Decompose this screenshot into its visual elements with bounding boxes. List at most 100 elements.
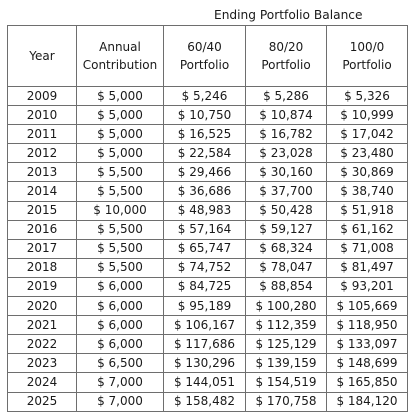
portfolio-80-20-cell: $ 125,129 [245,334,327,355]
portfolio-80-20-cell: $ 88,854 [245,276,327,298]
year-cell: 2024 [7,372,77,393]
year-cell: 2010 [7,105,77,126]
year-cell: 2023 [7,353,77,374]
year-cell: 2012 [7,143,77,164]
portfolio-80-20-cell: $ 78,047 [245,257,327,278]
annual-contribution-cell: $ 5,500 [76,219,164,240]
annual-contribution-cell: $ 6,500 [76,353,164,374]
annual-contribution-cell: $ 6,000 [76,334,164,355]
table-row: 2012 $ 5,000 $ 22,584 $ 23,028 $ 23,480 [7,143,408,164]
year-cell: 2016 [7,219,77,240]
portfolio-100-0-cell: $ 5,326 [326,85,408,107]
portfolio-80-20-cell: $ 139,159 [245,353,327,374]
annual-contribution-cell: $ 5,500 [76,257,164,278]
portfolio-60-40-cell: $ 22,584 [163,143,246,164]
portfolio-80-20-header-line-1: 80/20 [268,40,304,54]
table-body: 2009 $ 5,000 $ 5,246 $ 5,286 $ 5,326 2010 $ 5,… [7,85,408,412]
portfolio-60-40-cell: $ 16,525 [163,124,246,145]
year-cell: 2021 [7,315,77,336]
portfolio-80-20-header-line-2: Portfolio [261,58,311,72]
ending-portfolio-balance-title: Ending Portfolio Balance [214,8,363,22]
annual-contribution-cell: $ 5,500 [76,238,164,259]
table-row: 2011 $ 5,000 $ 16,525 $ 16,782 $ 17,042 [7,124,408,145]
year-cell: 2009 [7,85,77,107]
year-cell: 2013 [7,162,77,183]
header-row: Year Annual Contribution 60/40 Portfolio… [7,25,408,87]
year-cell: 2022 [7,334,77,355]
portfolio-100-0-cell: $ 23,480 [326,143,408,164]
portfolio-60-40-cell: $ 130,296 [163,353,246,374]
portfolio-100-0-cell: $ 30,869 [326,162,408,183]
year-header: Year [7,25,77,87]
year-cell: 2011 [7,124,77,145]
annual-contribution-cell: $ 6,000 [76,296,164,317]
portfolio-80-20-cell: $ 59,127 [245,219,327,240]
portfolio-60-40-cell: $ 117,686 [163,334,246,355]
portfolio-60-40-cell: $ 74,752 [163,257,246,278]
portfolio-100-0-cell: $ 10,999 [326,105,408,126]
portfolio-100-0-cell: $ 148,699 [326,353,408,374]
year-cell: 2015 [7,200,77,221]
annual-contribution-cell: $ 7,000 [76,372,164,393]
portfolio-60-40-cell: $ 95,189 [163,296,246,317]
table-row: 2024 $ 7,000 $ 144,051 $ 154,519 $ 165,850 [7,372,408,393]
year-cell: 2019 [7,276,77,298]
annual-contribution-cell: $ 6,000 [76,276,164,298]
annual-contribution-cell: $ 5,000 [76,124,164,145]
portfolio-balance-table: Year Annual Contribution 60/40 Portfolio… [7,25,408,412]
portfolio-60-40-cell: $ 5,246 [163,85,246,107]
annual-contribution-cell: $ 10,000 [76,200,164,221]
portfolio-100-0-cell: $ 184,120 [326,391,408,412]
portfolio-100-0-cell: $ 133,097 [326,334,408,355]
table-row: 2016 $ 5,500 $ 57,164 $ 59,127 $ 61,162 [7,219,408,240]
portfolio-100-0-cell: $ 71,008 [326,238,408,259]
table-row: 2019 $ 6,000 $ 84,725 $ 88,854 $ 93,201 [7,276,408,298]
table-row: 2015 $ 10,000 $ 48,983 $ 50,428 $ 51,918 [7,200,408,221]
year-cell: 2017 [7,238,77,259]
portfolio-80-20-cell: $ 50,428 [245,200,327,221]
portfolio-100-0-cell: $ 165,850 [326,372,408,393]
portfolio-60-40-cell: $ 48,983 [163,200,246,221]
portfolio-60-40-header: 60/40 Portfolio [163,25,246,87]
table-row: 2017 $ 5,500 $ 65,747 $ 68,324 $ 71,008 [7,238,408,259]
table-row: 2025 $ 7,000 $ 158,482 $ 170,758 $ 184,120 [7,391,408,412]
annual-contribution-cell: $ 5,000 [76,143,164,164]
portfolio-80-20-cell: $ 16,782 [245,124,327,145]
portfolio-60-40-cell: $ 36,686 [163,181,246,202]
portfolio-100-0-header-line-1: 100/0 [349,40,385,54]
portfolio-80-20-cell: $ 170,758 [245,391,327,412]
table-row: 2014 $ 5,500 $ 36,686 $ 37,700 $ 38,740 [7,181,408,202]
table-row: 2013 $ 5,500 $ 29,466 $ 30,160 $ 30,869 [7,162,408,183]
portfolio-100-0-cell: $ 17,042 [326,124,408,145]
annual-contribution-header-line-2: Contribution [82,58,158,72]
portfolio-100-0-header-line-2: Portfolio [342,58,392,72]
portfolio-80-20-cell: $ 154,519 [245,372,327,393]
portfolio-80-20-cell: $ 37,700 [245,181,327,202]
annual-contribution-cell: $ 7,000 [76,391,164,412]
portfolio-80-20-cell: $ 100,280 [245,296,327,317]
annual-contribution-header: Annual Contribution [76,25,164,87]
portfolio-100-0-cell: $ 118,950 [326,315,408,336]
table-row: 2009 $ 5,000 $ 5,246 $ 5,286 $ 5,326 [7,85,408,107]
year-header-label: Year [29,49,55,63]
portfolio-60-40-cell: $ 57,164 [163,219,246,240]
portfolio-60-40-cell: $ 29,466 [163,162,246,183]
portfolio-80-20-header: 80/20 Portfolio [245,25,327,87]
annual-contribution-cell: $ 5,500 [76,181,164,202]
portfolio-60-40-cell: $ 65,747 [163,238,246,259]
annual-contribution-cell: $ 5,500 [76,162,164,183]
portfolio-60-40-header-line-2: Portfolio [179,58,230,72]
portfolio-100-0-header: 100/0 Portfolio [326,25,408,87]
portfolio-60-40-cell: $ 84,725 [163,276,246,298]
portfolio-80-20-cell: $ 23,028 [245,143,327,164]
portfolio-60-40-cell: $ 106,167 [163,315,246,336]
portfolio-80-20-cell: $ 5,286 [245,85,327,107]
portfolio-60-40-cell: $ 158,482 [163,391,246,412]
annual-contribution-cell: $ 5,000 [76,105,164,126]
table-row: 2020 $ 6,000 $ 95,189 $ 100,280 $ 105,669 [7,296,408,317]
annual-contribution-cell: $ 6,000 [76,315,164,336]
portfolio-60-40-cell: $ 10,750 [163,105,246,126]
portfolio-100-0-cell: $ 51,918 [326,200,408,221]
table-row: 2010 $ 5,000 $ 10,750 $ 10,874 $ 10,999 [7,105,408,126]
annual-contribution-header-line-1: Annual [99,40,141,54]
